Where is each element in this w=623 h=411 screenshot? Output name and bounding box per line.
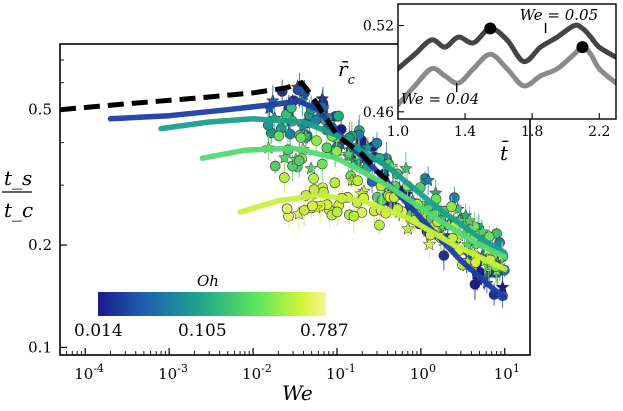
main-x-ticks: 10-4 10-3 10-2 10-1 100 101 xyxy=(59,348,531,383)
scatter-star-marker xyxy=(341,147,356,161)
scatter-circle-marker xyxy=(295,132,307,144)
y-tick-label-2: 0.1 xyxy=(28,338,52,356)
inset-y-ticks: 0.52 0.46 xyxy=(363,19,404,121)
x-tick-label-5: 101 xyxy=(494,362,520,383)
scatter-circle-marker xyxy=(269,160,281,172)
inset-y-tick-label-0: 0.52 xyxy=(363,19,394,35)
scatter-circle-marker xyxy=(352,175,364,187)
x-axis-label: We xyxy=(282,381,313,405)
y-axis-label: t_s t_c xyxy=(2,166,33,222)
scatter-circle-marker xyxy=(298,204,310,216)
reference-dashed-line xyxy=(60,79,390,183)
scatter-circle-marker xyxy=(333,110,344,122)
scatter-circle-marker xyxy=(273,130,285,142)
scatter-star-marker xyxy=(495,280,510,294)
scatter-circle-marker xyxy=(331,206,343,218)
inset-marker-1 xyxy=(576,41,589,54)
inset-x-tick-label-3: 2.2 xyxy=(588,124,610,140)
scatter-circle-marker xyxy=(446,201,457,212)
y-axis-label-denominator: t_c xyxy=(4,198,33,222)
main-plot: 10-4 10-3 10-2 10-1 100 101 0.5 0.2 0.1 We t_s … xyxy=(2,43,531,405)
inset-markers xyxy=(484,22,589,54)
inset-y-axis-label: r̄c xyxy=(338,57,356,88)
scatter-circle-marker xyxy=(317,158,328,170)
x-tick-label-3: 10-1 xyxy=(326,362,356,383)
scatter-circle-marker xyxy=(279,172,290,183)
scatter-star-marker xyxy=(401,221,415,235)
inset-x-axis-label: t̄ xyxy=(500,140,509,165)
x-tick-label-1: 10-3 xyxy=(158,362,188,383)
scatter-circle-marker xyxy=(308,173,319,184)
x-tick-label-4: 100 xyxy=(410,362,436,383)
scatter-star-marker xyxy=(422,237,437,251)
inset-x-tick-label-2: 1.8 xyxy=(521,124,543,140)
main-y-ticks: 0.5 0.2 0.1 xyxy=(28,59,67,356)
main-plot-frame xyxy=(59,43,531,356)
x-tick-label-2: 10-2 xyxy=(242,362,272,383)
scatter-circle-marker xyxy=(438,250,450,261)
colorbar-tick-min: 0.014 xyxy=(74,321,123,341)
scatter-circle-marker xyxy=(374,219,385,231)
inset-x-tick-label-0: 1.0 xyxy=(387,124,409,140)
colorbar-tick-mid: 0.105 xyxy=(178,321,227,341)
scatter-circle-marker xyxy=(307,200,318,212)
colorbar-tick-max: 0.787 xyxy=(300,321,349,341)
scatter-star-marker xyxy=(304,161,318,175)
scatter-circle-marker xyxy=(371,137,383,149)
inset-x-tick-label-1: 1.4 xyxy=(454,124,476,140)
inset-annotations: We = 0.05 We = 0.04 xyxy=(401,6,598,108)
colorbar: Oh 0.014 0.105 0.787 xyxy=(74,272,349,341)
colorbar-label: Oh xyxy=(197,272,219,290)
inset-marker-0 xyxy=(484,22,497,35)
y-tick-label-1: 0.2 xyxy=(28,236,52,254)
inset-annotation-we-005: We = 0.05 xyxy=(520,6,599,24)
scatter-circle-marker xyxy=(281,203,293,215)
scatter-circle-marker xyxy=(321,142,333,154)
scatter-circle-marker xyxy=(469,279,481,290)
inset-x-ticks: 1.0 1.4 1.8 2.2 xyxy=(387,113,610,140)
series-line-3 xyxy=(237,192,508,272)
inset-frame xyxy=(397,3,617,120)
scatter-star-marker xyxy=(399,161,413,175)
series-line-2 xyxy=(199,145,508,260)
scatter-circle-marker xyxy=(348,210,360,222)
y-axis-label-numerator: t_s xyxy=(4,166,32,190)
y-tick-label-0: 0.5 xyxy=(28,101,52,119)
x-tick-label-0: 10-4 xyxy=(74,362,104,383)
scatter-circle-marker xyxy=(329,177,341,189)
colorbar-gradient xyxy=(98,292,326,316)
series-line-1 xyxy=(158,116,508,256)
scatter-circle-marker xyxy=(311,135,322,146)
main-series-lines xyxy=(60,79,508,301)
scatter-star-marker xyxy=(421,173,436,187)
scatter-circle-marker xyxy=(293,155,305,166)
inset-plot: 1.0 1.4 1.8 2.2 0.520.46 r̄c t̄ We = 0.05We… xyxy=(338,3,617,165)
inset-y-tick-label-1: 0.46 xyxy=(363,105,394,121)
inset-background xyxy=(398,4,616,119)
inset-series-line-0 xyxy=(398,22,616,72)
inset-annotation-we-004: We = 0.04 xyxy=(401,90,480,108)
